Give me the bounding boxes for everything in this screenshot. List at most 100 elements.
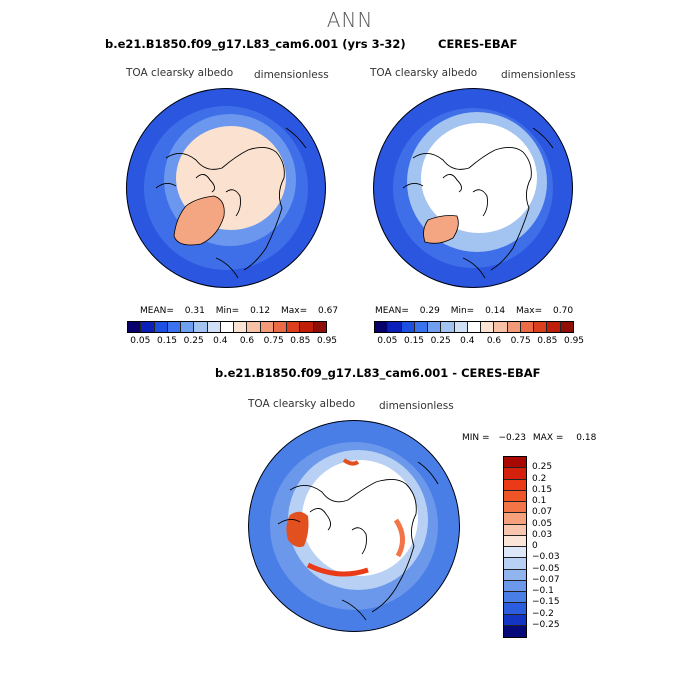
colorbar-tick-label: −0.15 [532, 597, 560, 608]
panel2-colorbar-labels: 0.05 0.15 0.25 0.4 0.6 0.75 0.85 0.95 [374, 336, 584, 348]
panel2-max-value: 0.70 [553, 306, 574, 316]
panel3-units-label: dimensionless [379, 400, 454, 412]
panel2-greenland [423, 215, 459, 244]
colorbar-swatch [504, 592, 526, 604]
panel1-max-label: Max= [281, 306, 308, 316]
panel1-stats: MEAN= 0.31 Min= 0.12 Max= 0.67 [140, 306, 338, 316]
panel3-polar-map [248, 420, 460, 632]
colorbar-swatch [547, 322, 561, 332]
colorbar-tick-label: 0.25 [430, 336, 451, 346]
panel1-mean-value: 0.31 [184, 306, 205, 316]
colorbar-swatch [207, 322, 221, 332]
panel1-polar-map [126, 88, 326, 288]
colorbar-swatch [441, 322, 455, 332]
panel2-units-label: dimensionless [501, 69, 576, 81]
panel1-coastlines [155, 127, 307, 279]
colorbar-swatch [504, 580, 526, 592]
colorbar-swatch [504, 603, 526, 615]
colorbar-tick-label: 0.2 [532, 473, 547, 484]
colorbar-tick-label: −0.05 [532, 563, 560, 574]
colorbar-tick-label: 0.4 [213, 336, 228, 346]
panel1-max-value: 0.67 [318, 306, 339, 316]
colorbar-swatch [504, 535, 526, 547]
colorbar-swatch [375, 322, 389, 332]
colorbar-swatch [300, 322, 314, 332]
panel3-max-label: MAX = [532, 433, 564, 443]
colorbar-tick-label: 0.95 [563, 336, 585, 346]
panel1-mean-label: MEAN= [140, 306, 174, 316]
colorbar-tick-label: −0.1 [532, 586, 554, 596]
panel1-min-value: 0.12 [250, 306, 271, 316]
panel2-min-label: Min= [450, 306, 475, 316]
colorbar-swatch [220, 322, 235, 332]
colorbar-swatch [504, 479, 526, 491]
colorbar-tick-label: 0.6 [486, 336, 502, 346]
colorbar-tick-label: 0.75 [263, 336, 284, 346]
colorbar-swatch [494, 322, 508, 332]
colorbar-swatch [504, 547, 526, 559]
colorbar-tick-label: −0.07 [532, 574, 560, 585]
colorbar-tick-label: 0.75 [510, 336, 531, 346]
colorbar-swatch [504, 625, 526, 637]
colorbar-swatch [428, 322, 442, 332]
panel2-sea-ice [421, 123, 537, 233]
colorbar-swatch [520, 322, 535, 332]
colorbar-tick-label: 0.15 [532, 484, 553, 495]
colorbar-swatch [504, 614, 526, 626]
colorbar-swatch [167, 322, 182, 332]
colorbar-swatch [313, 322, 326, 332]
colorbar-tick-label: 0.15 [156, 336, 178, 346]
colorbar-swatch [534, 322, 548, 332]
colorbar-swatch [504, 558, 526, 570]
colorbar-tick-label: 0.85 [290, 336, 311, 346]
panel3-positive-east [393, 518, 405, 558]
colorbar-swatch [154, 322, 168, 332]
panel1-greenland [173, 195, 225, 246]
colorbar-swatch [504, 457, 526, 469]
panel3-positive-arc [306, 562, 369, 577]
panel2-title: CERES-EBAF [438, 37, 518, 51]
colorbar-swatch [504, 490, 526, 502]
panel1-variable-label: TOA clearsky albedo [126, 67, 234, 79]
colorbar-swatch [504, 524, 526, 536]
colorbar-swatch [504, 468, 526, 480]
panel1-colorbar-labels: 0.05 0.15 0.25 0.4 0.6 0.75 0.85 0.95 [127, 336, 337, 348]
colorbar-swatch [141, 322, 155, 332]
panel3-stats: MIN = −0.23 MAX = 0.18 [462, 433, 596, 443]
colorbar-tick-label: 0.85 [537, 336, 558, 346]
panel1-title: b.e21.B1850.f09_g17.L83_cam6.001 (yrs 3-… [105, 37, 406, 51]
colorbar-tick-label: 0.05 [377, 336, 398, 346]
colorbar-tick-label: 0.05 [130, 336, 151, 346]
colorbar-tick-label: 0.05 [532, 518, 553, 529]
colorbar-swatch [388, 322, 402, 332]
colorbar-tick-label: 0.4 [460, 336, 475, 346]
colorbar-tick-label: 0.07 [532, 507, 553, 518]
colorbar-swatch [260, 322, 274, 332]
colorbar-tick-label: −0.2 [532, 608, 554, 619]
colorbar-swatch [507, 322, 521, 332]
colorbar-tick-label: 0.15 [403, 336, 425, 346]
colorbar-swatch [401, 322, 415, 332]
colorbar-swatch [194, 322, 208, 332]
colorbar-tick-label: 0 [532, 541, 538, 551]
panel3-title: b.e21.B1850.f09_g17.L83_cam6.001 - CERES… [215, 366, 541, 380]
panel3-coastlines [277, 461, 439, 621]
panel2-min-value: 0.14 [485, 306, 506, 316]
panel2-max-label: Max= [516, 306, 543, 316]
panel3-zero-region [302, 460, 418, 576]
colorbar-swatch [247, 322, 261, 332]
panel3-colorbar [503, 456, 527, 638]
panel1-units-label: dimensionless [254, 69, 329, 81]
colorbar-swatch [504, 569, 526, 581]
colorbar-swatch [181, 322, 195, 332]
figure-title: ANN [326, 8, 374, 32]
panel3-min-value: −0.23 [498, 433, 527, 443]
panel3-max-value: 0.18 [576, 433, 597, 443]
colorbar-swatch [467, 322, 482, 332]
panel3-positive-north [342, 458, 360, 466]
colorbar-tick-label: 0.03 [532, 529, 553, 540]
colorbar-tick-label: −0.03 [532, 552, 560, 563]
colorbar-swatch [287, 322, 301, 332]
colorbar-swatch [504, 502, 526, 514]
colorbar-tick-label: 0.95 [316, 336, 338, 346]
